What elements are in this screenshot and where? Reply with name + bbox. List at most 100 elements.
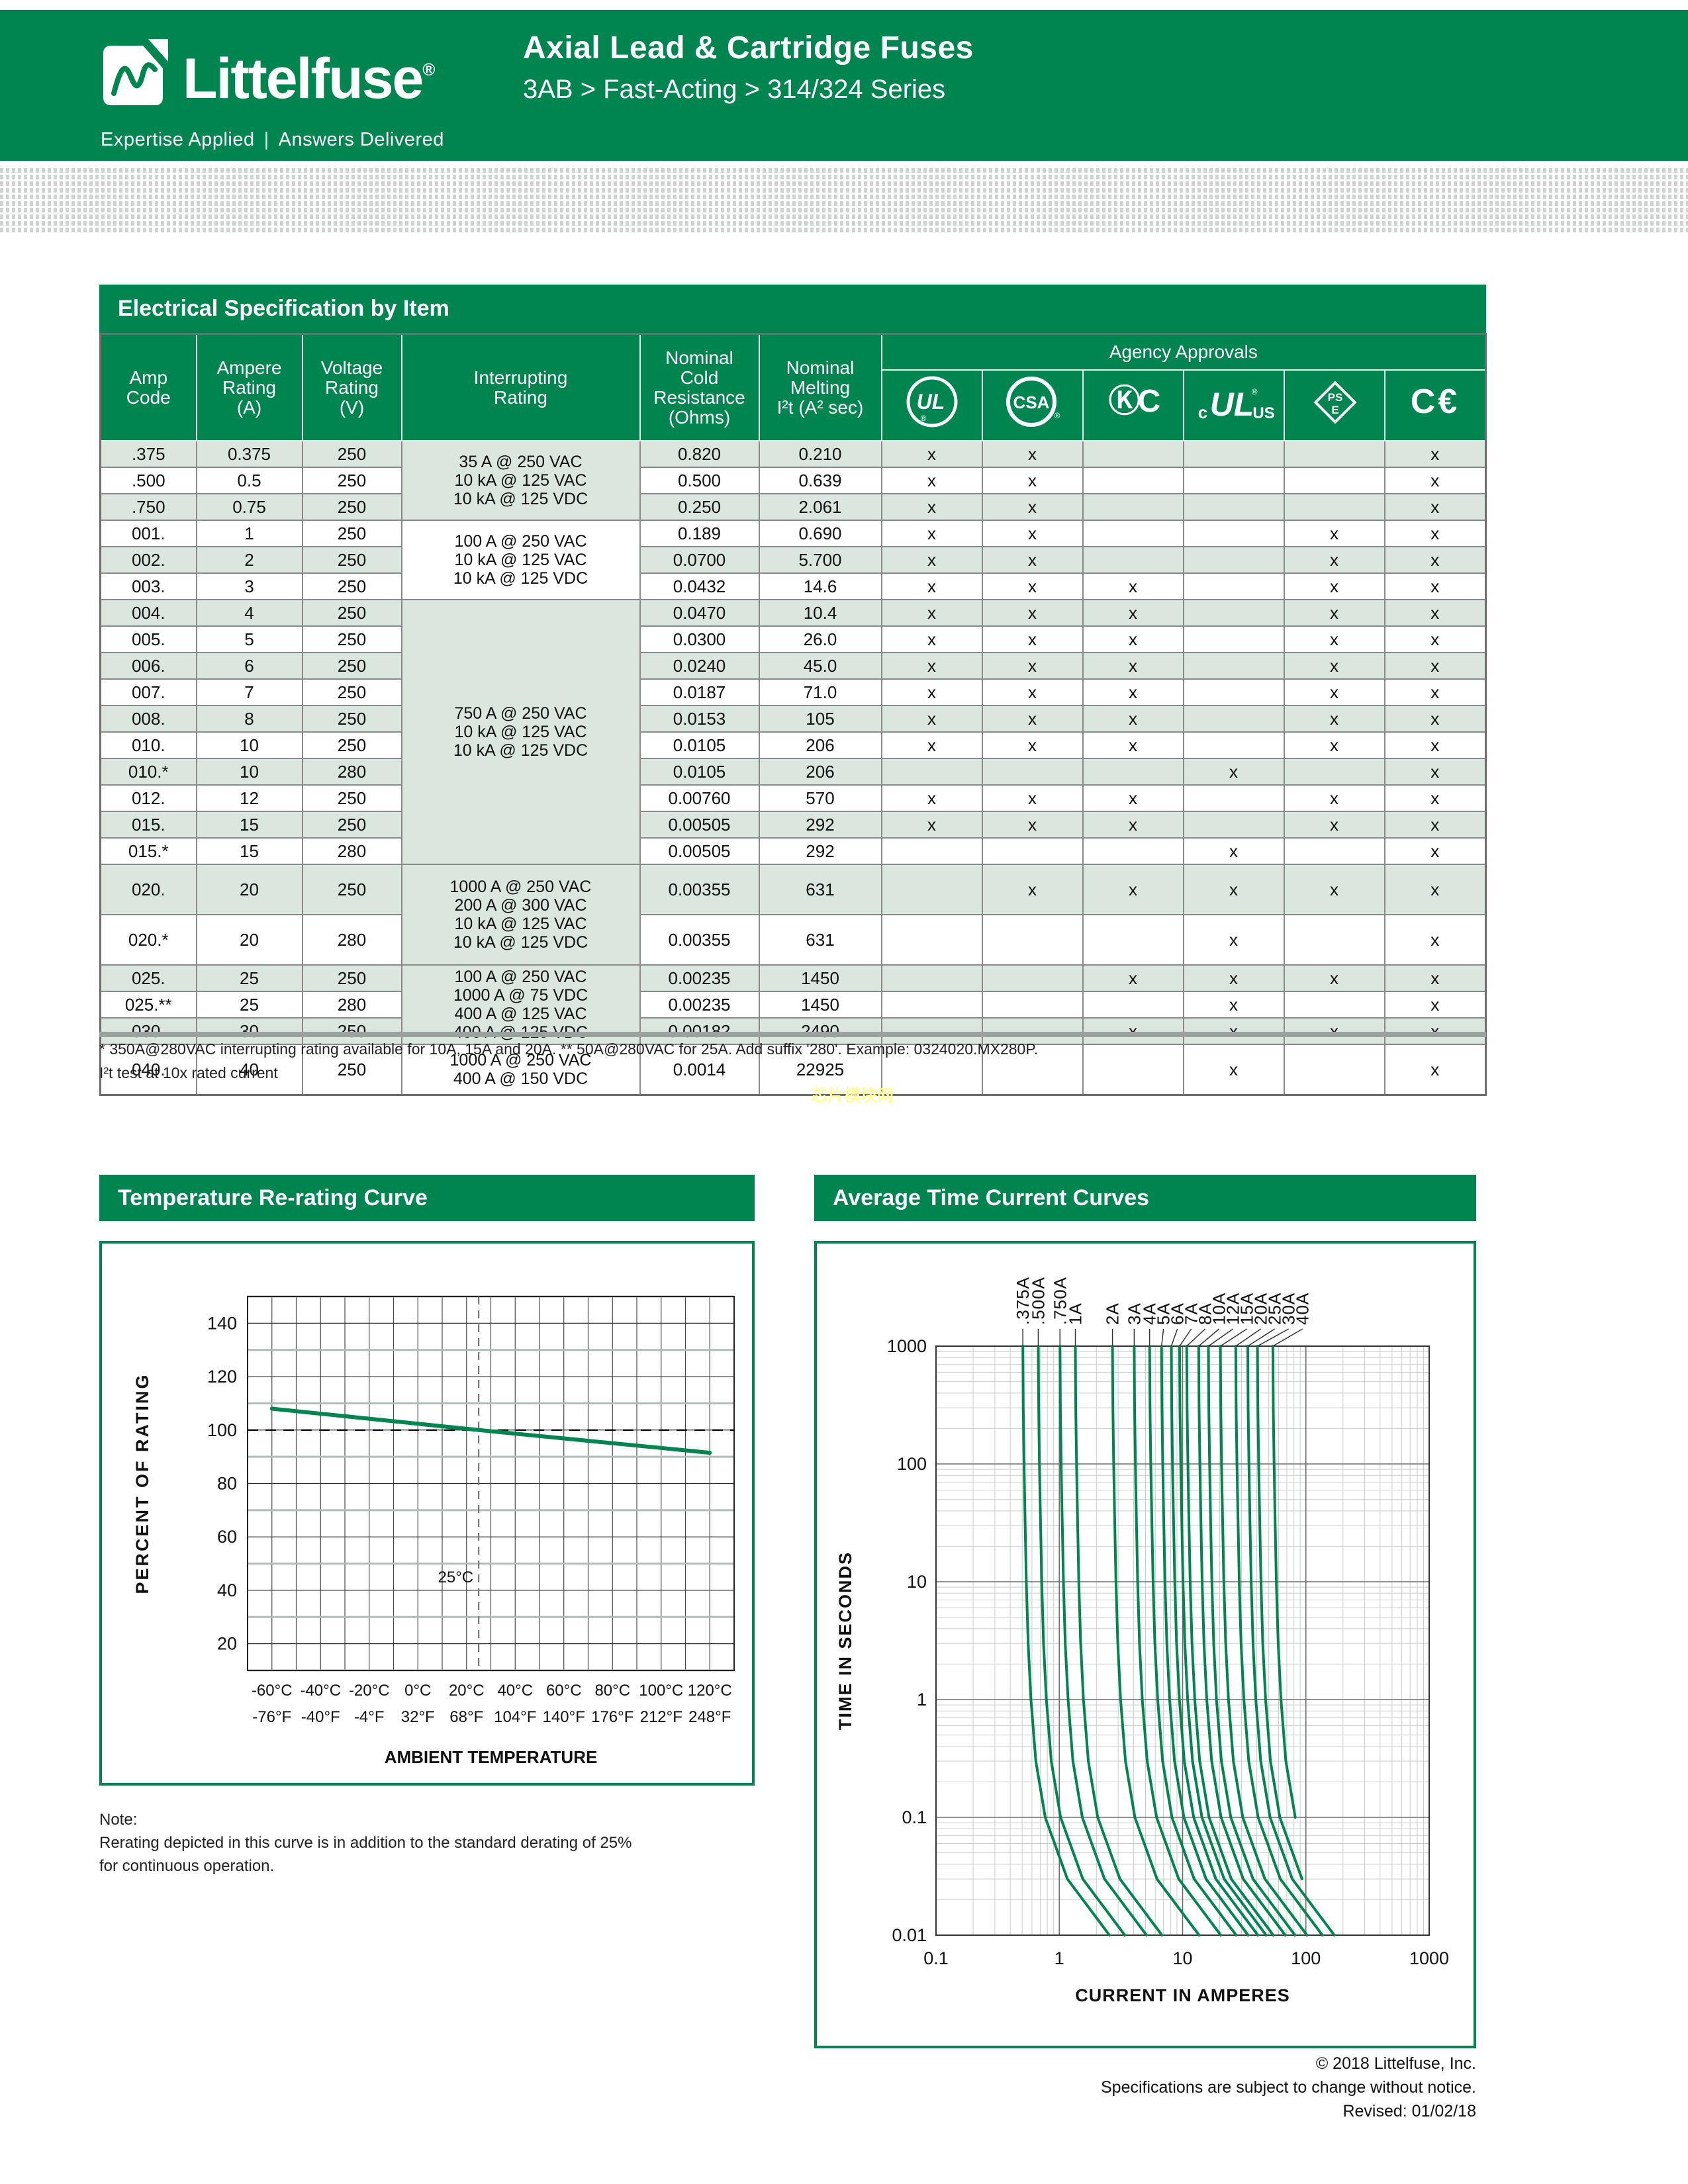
table-row: 010. 10 250 0.0105 206 x x x x x bbox=[99, 731, 1487, 759]
approval-ce-cell: x bbox=[1383, 758, 1487, 786]
x-axis-title: AMBIENT TEMPERATURE bbox=[385, 1747, 598, 1767]
y-tick-label: 140 bbox=[207, 1313, 237, 1333]
svg-text:PS: PS bbox=[1327, 391, 1342, 404]
melting-i2t-cell: 45.0 bbox=[758, 652, 882, 680]
pse-mark-icon: PS E bbox=[1283, 369, 1385, 441]
approval-kc-cell: x bbox=[1082, 864, 1184, 915]
grid bbox=[247, 1295, 735, 1672]
x-tick-label-fahrenheit: -76°F bbox=[252, 1708, 291, 1726]
approval-csa-cell: x bbox=[981, 784, 1084, 812]
approval-ul-cell: x bbox=[880, 784, 983, 812]
y-axis-title: PERCENT OF RATING bbox=[132, 1373, 152, 1594]
col-header-amp-code: Amp Code bbox=[99, 333, 197, 441]
x-tick-label-celsius: 40°C bbox=[497, 1682, 533, 1700]
approval-pse-cell: x bbox=[1283, 1017, 1385, 1045]
approval-csa-cell bbox=[981, 1017, 1084, 1045]
melting-i2t-cell: 71.0 bbox=[758, 678, 882, 706]
spec-section-title: Electrical Specification by Item bbox=[118, 296, 449, 321]
y-tick-label: 100 bbox=[207, 1420, 237, 1440]
approval-ce-cell: x bbox=[1383, 1017, 1487, 1045]
revision-line: Revised: 01/02/18 bbox=[1342, 2102, 1476, 2120]
x-tick-label-celsius: 80°C bbox=[594, 1682, 630, 1700]
approval-ce-cell: x bbox=[1383, 520, 1487, 547]
cold-resistance-cell: 0.00355 bbox=[639, 864, 760, 915]
table-bottom-rule bbox=[99, 1032, 1486, 1037]
approval-csa-cell bbox=[981, 837, 1084, 865]
approval-kc-cell: x bbox=[1082, 784, 1184, 812]
approval-ul-cell: x bbox=[880, 493, 983, 521]
y-tick-label: 10 bbox=[907, 1572, 927, 1592]
cold-resistance-cell: 0.0187 bbox=[639, 678, 760, 706]
melting-i2t-cell: 0.639 bbox=[758, 467, 882, 494]
spec-table: Amp Code Ampere Rating (A) Voltage Rating (V) In… bbox=[99, 333, 1487, 1096]
voltage-rating-cell: 280 bbox=[301, 837, 402, 865]
approval-csa-cell: x bbox=[981, 625, 1084, 653]
approval-csa-cell: x bbox=[981, 864, 1084, 915]
approval-culus-cell: x bbox=[1182, 1044, 1285, 1096]
table-row: 025. 25 250 100 A @ 250 VAC 1000 A @ 75 VDC 4… bbox=[99, 964, 1487, 1045]
voltage-rating-cell: 250 bbox=[301, 784, 402, 812]
melting-i2t-cell: 10.4 bbox=[758, 599, 882, 627]
x-tick-label-fahrenheit: 176°F bbox=[591, 1708, 633, 1726]
col-header-voltage-rating: Voltage Rating (V) bbox=[301, 333, 402, 441]
svg-text:®: ® bbox=[1251, 387, 1257, 396]
curve-label-15A: 15A bbox=[1237, 1293, 1257, 1325]
curve-4A bbox=[1148, 1345, 1238, 1936]
cold-resistance-cell: 0.0105 bbox=[639, 731, 760, 759]
x-tick-label-celsius: 120°C bbox=[688, 1682, 732, 1700]
curve-label-.375A: .375A bbox=[1013, 1277, 1033, 1325]
voltage-rating-cell: 250 bbox=[301, 520, 402, 547]
amp-code-cell: 025.** bbox=[99, 991, 197, 1019]
approval-csa-cell: x bbox=[981, 705, 1084, 733]
cold-resistance-cell: 0.0432 bbox=[639, 572, 760, 600]
ampere-rating-cell: 20 bbox=[195, 864, 303, 915]
ampere-rating-cell: 25 bbox=[195, 964, 303, 992]
ce-mark-icon: C€ bbox=[1383, 369, 1487, 441]
melting-i2t-cell: 570 bbox=[758, 784, 882, 812]
melting-i2t-cell: 1450 bbox=[758, 991, 882, 1019]
curve-label-20A: 20A bbox=[1251, 1293, 1271, 1325]
curve-7A bbox=[1178, 1345, 1268, 1936]
approval-ul-cell bbox=[880, 964, 983, 992]
approval-ul-cell bbox=[880, 991, 983, 1019]
voltage-rating-cell: 250 bbox=[301, 440, 402, 468]
cold-resistance-cell: 0.00182 bbox=[639, 1017, 760, 1045]
y-axis-title: TIME IN SECONDS bbox=[835, 1551, 855, 1730]
approval-culus-cell: x bbox=[1182, 991, 1285, 1019]
approval-csa-cell: x bbox=[981, 467, 1084, 494]
approval-csa-cell bbox=[981, 758, 1084, 786]
approval-pse-cell: x bbox=[1283, 964, 1385, 992]
x-axis-title: CURRENT IN AMPERES bbox=[1075, 1985, 1290, 2005]
approval-csa-cell: x bbox=[981, 520, 1084, 547]
approval-ul-cell: x bbox=[880, 546, 983, 574]
approval-csa-cell: x bbox=[981, 546, 1084, 574]
spec-section-header: Electrical Specification by Item bbox=[99, 285, 1486, 333]
x-tick-label-celsius: 100°C bbox=[639, 1682, 683, 1700]
approval-pse-cell: x bbox=[1283, 811, 1385, 839]
table-row: 025.** 25 280 0.00235 1450 x x bbox=[99, 991, 1487, 1019]
approval-culus-cell bbox=[1182, 572, 1285, 600]
voltage-rating-cell: 250 bbox=[301, 467, 402, 494]
time-current-title: Average Time Current Curves bbox=[833, 1185, 1150, 1210]
kc-mark-icon: ⓀC bbox=[1082, 369, 1184, 441]
col-header-melting-i2t: Nominal Melting I²t (A² sec) bbox=[758, 333, 882, 441]
approval-pse-cell bbox=[1283, 440, 1385, 468]
approval-ul-cell: x bbox=[880, 625, 983, 653]
approval-csa-cell: x bbox=[981, 678, 1084, 706]
temp-rerating-title: Temperature Re-rating Curve bbox=[118, 1185, 428, 1210]
x-tick-label-fahrenheit: 140°F bbox=[543, 1708, 585, 1726]
table-footnote-1: * 350A@280VAC interrupting rating availa… bbox=[99, 1040, 1039, 1058]
curve-.375A bbox=[1021, 1345, 1111, 1936]
page-subtitle: 3AB > Fast-Acting > 314/324 Series bbox=[523, 75, 946, 104]
approval-culus-cell bbox=[1182, 467, 1285, 494]
y-tick-label: 100 bbox=[897, 1454, 927, 1474]
interrupting-rating-cell: 750 A @ 250 VAC 10 kA @ 125 VAC 10 kA @ 12… bbox=[400, 599, 641, 865]
approval-culus-cell bbox=[1182, 784, 1285, 812]
cold-resistance-cell: 0.0470 bbox=[639, 599, 760, 627]
approval-pse-cell: x bbox=[1283, 520, 1385, 547]
approval-kc-cell: x bbox=[1082, 678, 1184, 706]
approval-kc-cell bbox=[1082, 991, 1184, 1019]
dotted-pattern-band bbox=[0, 168, 1688, 234]
